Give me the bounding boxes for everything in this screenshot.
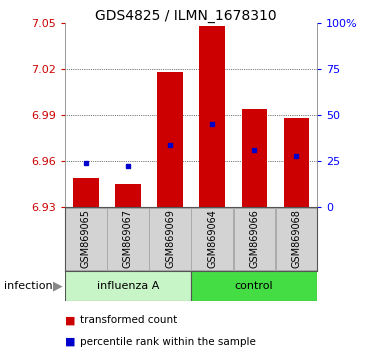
Text: ▶: ▶: [53, 279, 62, 292]
Bar: [65, 208, 106, 270]
Bar: [233, 208, 275, 270]
Bar: [73, 178, 99, 207]
Text: GSM869068: GSM869068: [291, 210, 301, 268]
Text: percentile rank within the sample: percentile rank within the sample: [80, 337, 256, 347]
Text: GSM869065: GSM869065: [81, 210, 91, 268]
Bar: [242, 109, 267, 207]
Bar: [107, 208, 149, 270]
Bar: [191, 208, 233, 270]
Text: ■: ■: [65, 337, 75, 347]
Bar: [191, 271, 317, 301]
Text: control: control: [235, 281, 273, 291]
Bar: [276, 208, 317, 270]
Text: ■: ■: [65, 315, 75, 325]
Text: GSM869066: GSM869066: [249, 210, 259, 268]
Bar: [65, 271, 191, 301]
Text: infection: infection: [4, 281, 52, 291]
Bar: [150, 208, 191, 270]
Bar: [157, 72, 183, 207]
Bar: [283, 118, 309, 207]
Text: GSM869067: GSM869067: [123, 210, 133, 268]
Text: influenza A: influenza A: [97, 281, 159, 291]
Bar: [200, 26, 225, 207]
Text: GDS4825 / ILMN_1678310: GDS4825 / ILMN_1678310: [95, 9, 276, 23]
Text: GSM869069: GSM869069: [165, 210, 175, 268]
Bar: [115, 184, 141, 207]
Text: transformed count: transformed count: [80, 315, 177, 325]
Text: GSM869064: GSM869064: [207, 210, 217, 268]
